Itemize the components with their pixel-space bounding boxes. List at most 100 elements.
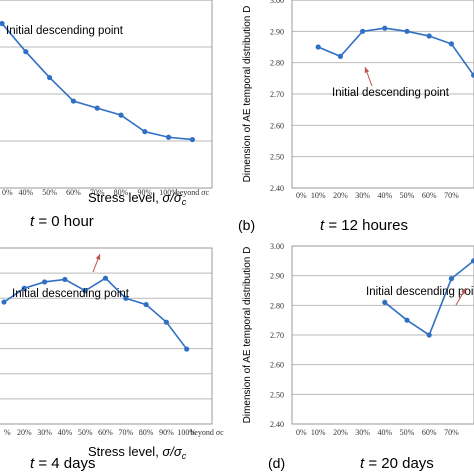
annotation-initial-descending-point: Initial descending point	[332, 87, 450, 99]
y-tick-label: 2.90	[270, 27, 284, 36]
data-point	[184, 346, 190, 352]
data-point	[426, 332, 432, 338]
chart-panel-3: 2.40 2.50 2.60 2.70 2.80 2.90 3.00 Dimension of…	[242, 242, 474, 472]
x-axis-title: Stress level, σ/σc	[88, 444, 187, 461]
data-point	[315, 44, 321, 50]
x-tick-label: 60%	[66, 188, 81, 197]
arrowhead	[364, 67, 370, 73]
caption-variable: t	[360, 455, 365, 472]
x-tick-label: 100%	[159, 188, 178, 197]
x-tick-label: 50%	[42, 188, 57, 197]
data-point	[1, 299, 7, 305]
data-point	[70, 98, 76, 104]
x-tick-label: 0%	[296, 191, 307, 200]
data-point	[337, 53, 343, 60]
data-point	[123, 295, 129, 301]
annotation-initial-descending-point: Initial descending point	[6, 25, 124, 37]
x-tick-label: 10%	[311, 428, 326, 437]
x-axis-title-sub: c	[182, 197, 187, 207]
data-point	[448, 41, 454, 47]
panel-caption: t = 12 houres	[320, 217, 408, 234]
series-line	[317, 27, 474, 76]
data-point	[82, 288, 88, 294]
panel-letter: (b)	[238, 217, 255, 233]
y-tick-label: 2.80	[270, 301, 284, 310]
x-tick-label: 0%	[296, 428, 307, 437]
x-tick-label: 70%	[118, 428, 133, 437]
data-point	[166, 134, 172, 140]
data-point	[404, 28, 410, 34]
y-axis-title: Dimension of AE temporal distribution D	[242, 247, 253, 424]
x-axis-title: Stress level, σ/σc	[88, 190, 187, 207]
arrowhead	[461, 288, 466, 294]
x-tick-label: 30%	[355, 191, 370, 200]
data-point	[142, 129, 148, 135]
data-point	[360, 28, 366, 34]
x-tick-label: beyond σc	[190, 428, 224, 437]
y-tick-label: 2.50	[270, 390, 284, 399]
data-point	[471, 72, 474, 78]
data-point	[189, 136, 195, 143]
x-tick-label: 10%	[311, 191, 326, 200]
y-tick-label: 2.60	[270, 361, 284, 370]
caption-value: = 0 hour	[34, 213, 94, 230]
x-tick-label: 40%	[58, 428, 73, 437]
x-tick-label: 60%	[422, 428, 437, 437]
y-tick-label: 2.40	[270, 420, 284, 429]
caption-value: = 4 days	[34, 455, 95, 472]
data-point	[23, 49, 29, 55]
data-point	[382, 299, 388, 305]
series-line	[1, 22, 193, 141]
x-tick-label: 70%	[444, 428, 459, 437]
plot-frame	[291, 245, 474, 425]
x-axis-title-ratio: σ/σ	[162, 190, 182, 205]
annotation-initial-descending-point: Initial descending point	[12, 288, 130, 300]
caption-variable: t	[320, 217, 325, 234]
chart-panel-1: 2.40 2.50 2.60 2.70 2.80 2.90 3.00 Dimension of…	[238, 0, 474, 234]
x-tick-label: 0%	[2, 188, 13, 197]
panel-letter: (d)	[268, 455, 285, 471]
y-tick-label: 2.40	[270, 184, 284, 193]
x-tick-label: 90%	[137, 188, 152, 197]
x-tick-label: %	[4, 428, 11, 437]
plot-frame	[0, 247, 213, 425]
data-point	[143, 301, 149, 308]
data-point	[47, 74, 53, 81]
x-tick-label: 50%	[400, 428, 415, 437]
x-tick-label: 60%	[422, 191, 437, 200]
data-point	[21, 285, 27, 291]
x-axis-title-text: Stress level,	[88, 444, 162, 459]
data-point	[426, 33, 432, 39]
annotation-initial-descending-point: Initial descending point	[366, 286, 474, 298]
panel-caption: t = 20 days	[360, 455, 434, 472]
x-tick-label: 70%	[444, 191, 459, 200]
x-tick-label: 100%	[177, 428, 196, 437]
data-point	[382, 25, 388, 31]
data-point	[404, 317, 410, 323]
data-point	[102, 275, 109, 281]
series-line	[3, 277, 188, 350]
data-point	[0, 20, 5, 27]
x-tick-label: 20%	[333, 428, 348, 437]
x-axis-title-sub: c	[182, 451, 187, 461]
plot-frame	[0, 0, 213, 189]
x-tick-label: 40%	[18, 188, 33, 197]
y-tick-label: 2.50	[270, 153, 284, 162]
x-tick-label: 30%	[37, 428, 52, 437]
plot-frame	[291, 0, 474, 189]
data-point	[62, 276, 68, 283]
y-tick-label: 2.70	[270, 331, 284, 340]
x-tick-label: 40%	[377, 428, 392, 437]
data-point	[42, 279, 48, 285]
data-point	[94, 105, 100, 111]
y-tick-label: 2.90	[270, 272, 284, 281]
x-tick-label: 50%	[78, 428, 93, 437]
panel-caption: t = 4 days	[30, 455, 95, 472]
y-tick-label: 2.60	[270, 121, 284, 130]
x-tick-label: 40%	[377, 191, 392, 200]
x-tick-label: 80%	[114, 188, 129, 197]
x-tick-label: 20%	[17, 428, 32, 437]
y-axis-title: Dimension of AE temporal distribution D	[242, 6, 253, 183]
x-tick-label: 80%	[139, 428, 154, 437]
x-tick-label: 90%	[159, 428, 174, 437]
